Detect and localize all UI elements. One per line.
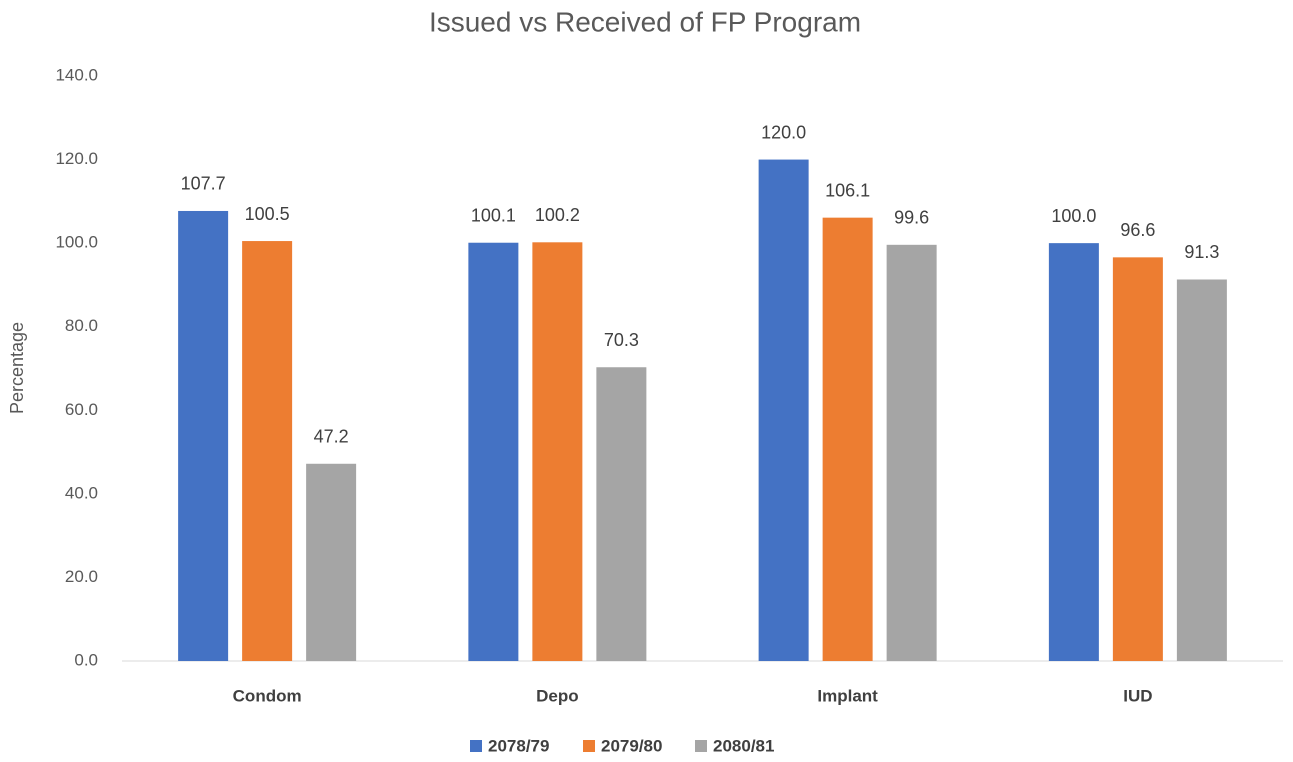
data-label: 100.5 [245,204,290,224]
legend-label: 2079/80 [601,736,662,755]
y-tick-label: 0.0 [74,650,98,669]
data-label: 106.1 [825,180,870,200]
y-tick-label: 120.0 [55,149,98,168]
bar [242,241,293,661]
y-axis-label: Percentage [7,322,27,414]
data-label: 47.2 [314,427,349,447]
data-label: 100.2 [535,205,580,225]
x-tick-label: Implant [817,686,878,705]
bar [1112,257,1163,661]
y-tick-label: 100.0 [55,233,98,252]
legend-label: 2080/81 [713,736,774,755]
data-label: 91.3 [1184,242,1219,262]
legend-label: 2078/79 [488,736,549,755]
bar [1048,243,1099,661]
legend-swatch [695,740,707,752]
data-label: 99.6 [894,208,929,228]
y-tick-label: 140.0 [55,65,98,84]
x-tick-label: Depo [536,686,579,705]
y-tick-label: 40.0 [65,483,98,502]
chart-title: Issued vs Received of FP Program [429,6,861,37]
bar [468,242,519,661]
data-label: 107.7 [181,174,226,194]
data-label: 120.0 [761,122,806,142]
y-tick-label: 60.0 [65,400,98,419]
data-label: 100.0 [1051,206,1096,226]
data-label: 100.1 [471,205,516,225]
bar [596,367,647,661]
x-tick-label: IUD [1123,686,1152,705]
legend-swatch [470,740,482,752]
bar [758,159,809,662]
y-tick-label: 20.0 [65,567,98,586]
y-tick-label: 80.0 [65,316,98,335]
bar [306,463,357,661]
bar [822,217,873,661]
bar [886,244,937,662]
bar [178,210,229,662]
bar [532,242,583,662]
x-tick-label: Condom [233,686,302,705]
data-label: 70.3 [604,330,639,350]
bar [1176,279,1227,661]
legend-swatch [583,740,595,752]
data-label: 96.6 [1120,220,1155,240]
